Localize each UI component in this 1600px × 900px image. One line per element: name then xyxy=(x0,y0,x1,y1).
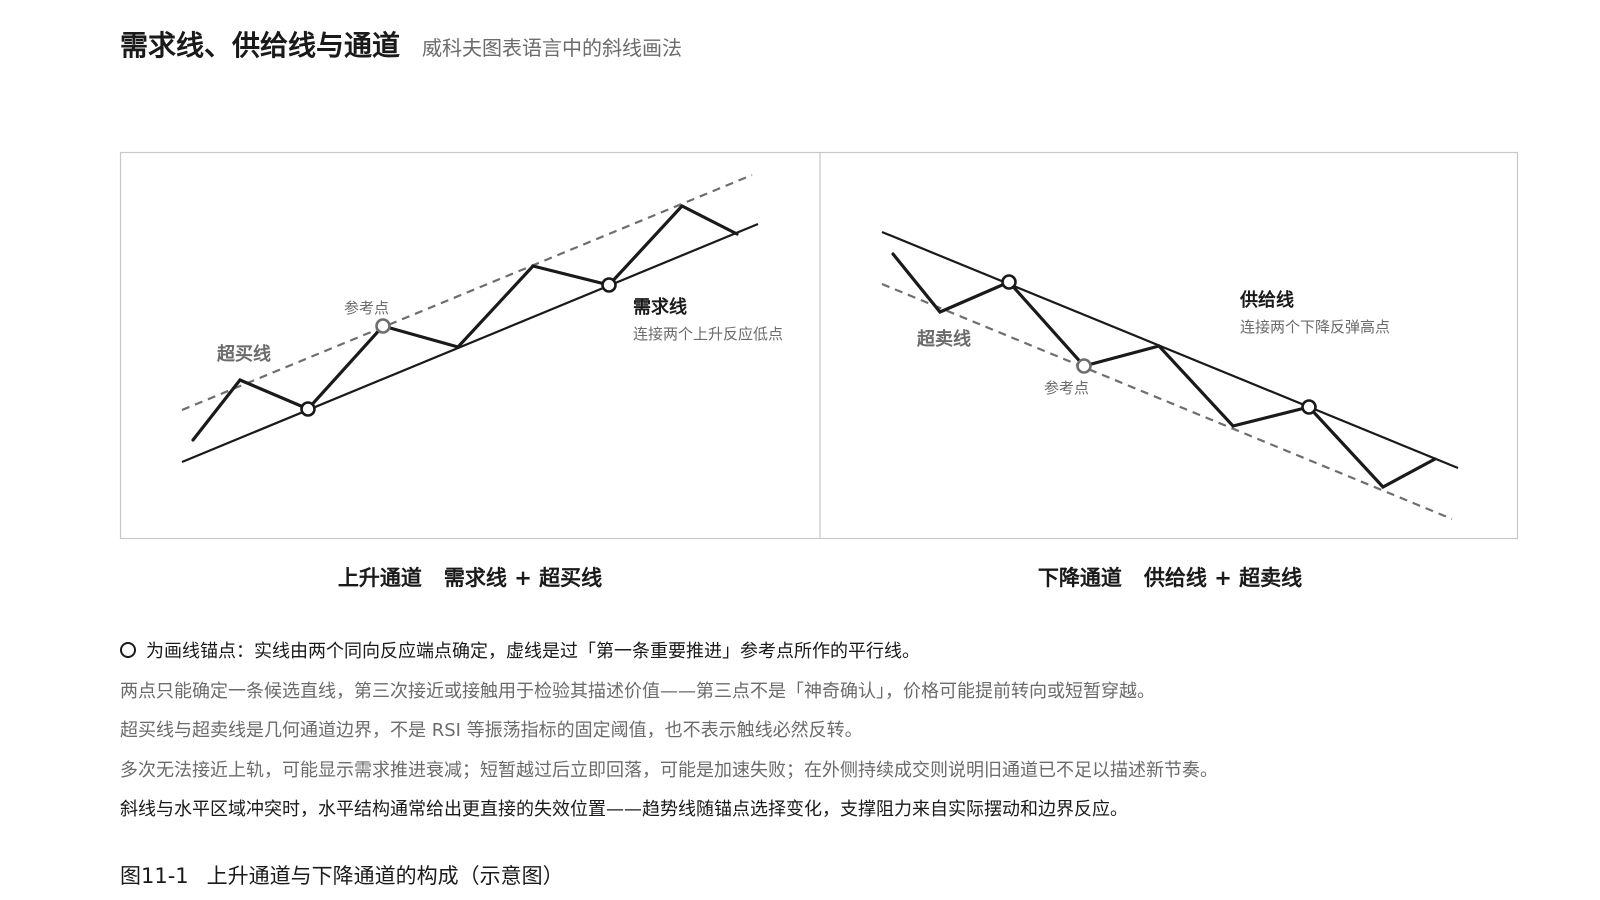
note-2: 超买线与超卖线是几何通道边界，不是 RSI 等振荡指标的固定阈值，也不表示触线必… xyxy=(120,720,863,741)
demand-line-desc: 连接两个上升反应低点 xyxy=(633,325,783,343)
ascending-channel: 参考点 超买线 需求线 连接两个上升反应低点 xyxy=(181,173,783,464)
page-title: 需求线、供给线与通道 xyxy=(120,29,401,62)
diagram-frame xyxy=(119,151,1519,540)
legend-note: 为画线锚点：实线由两个同向反应端点确定，虚线是过「第一条重要推进」参考点所作的平… xyxy=(120,632,1520,672)
right-caption-title: 下降通道 xyxy=(1037,566,1122,590)
supply-line xyxy=(881,230,1459,470)
note-4: 斜线与水平区域冲突时，水平结构通常给出更直接的失效位置——趋势线随锚点选择变化，… xyxy=(120,799,1128,820)
anchor-point-low-1 xyxy=(300,401,316,417)
left-panel-caption: 上升通道 需求线 + 超买线 xyxy=(170,562,770,592)
note-1: 两点只能确定一条候选直线，第三次接近或接触用于检验其描述价值——第三点不是「神奇… xyxy=(120,680,1155,702)
reference-point-label: 参考点 xyxy=(344,299,389,317)
figure-caption-text: 上升通道与下降通道的构成（示意图） xyxy=(206,864,564,888)
right-panel-caption: 下降通道 供给线 + 超卖线 xyxy=(870,562,1470,592)
left-caption-title: 上升通道 xyxy=(337,566,422,590)
oversold-line xyxy=(881,282,1453,521)
reference-point-label: 参考点 xyxy=(1044,379,1089,397)
supply-line-desc: 连接两个下降反弹高点 xyxy=(1240,318,1390,336)
anchor-point-high-1 xyxy=(1001,274,1017,290)
anchor-point-low-2 xyxy=(601,277,617,293)
oversold-line-label: 超卖线 xyxy=(917,328,971,350)
overbought-line-label: 超买线 xyxy=(217,343,271,365)
right-caption-lines: 供给线 + 超卖线 xyxy=(1143,566,1303,590)
anchor-point-high-2 xyxy=(1301,399,1317,415)
demand-line xyxy=(181,222,759,464)
reference-point xyxy=(375,318,391,334)
overbought-line xyxy=(181,173,753,412)
notes: 为画线锚点：实线由两个同向反应端点确定，虚线是过「第一条重要推进」参考点所作的平… xyxy=(120,632,1520,830)
descending-price-path xyxy=(891,252,1437,489)
page-subtitle: 威科夫图表语言中的斜线画法 xyxy=(422,36,683,60)
supply-line-label: 供给线 xyxy=(1239,289,1294,311)
figure-number: 图11-1 xyxy=(120,864,189,888)
figure-caption: 图11-1 上升通道与下降通道的构成（示意图） xyxy=(120,860,564,890)
header: 需求线、供给线与通道 威科夫图表语言中的斜线画法 xyxy=(120,24,682,64)
descending-channel: 参考点 超卖线 供给线 连接两个下降反弹高点 xyxy=(881,230,1459,521)
note-3: 多次无法接近上轨，可能显示需求推进衰减；短暂越过后立即回落，可能是加速失败；在外… xyxy=(120,759,1218,781)
left-caption-lines: 需求线 + 超买线 xyxy=(443,566,603,590)
demand-line-label: 需求线 xyxy=(633,296,687,318)
legend-text: 为画线锚点：实线由两个同向反应端点确定，虚线是过「第一条重要推进」参考点所作的平… xyxy=(146,641,920,662)
reference-point xyxy=(1076,358,1092,374)
channel-diagram: 参考点 超买线 需求线 连接两个上升反应低点 参考点 超卖线 供给线 连接两个下… xyxy=(119,151,1519,540)
ascending-price-path xyxy=(191,204,739,442)
anchor-circle-icon xyxy=(120,642,136,658)
